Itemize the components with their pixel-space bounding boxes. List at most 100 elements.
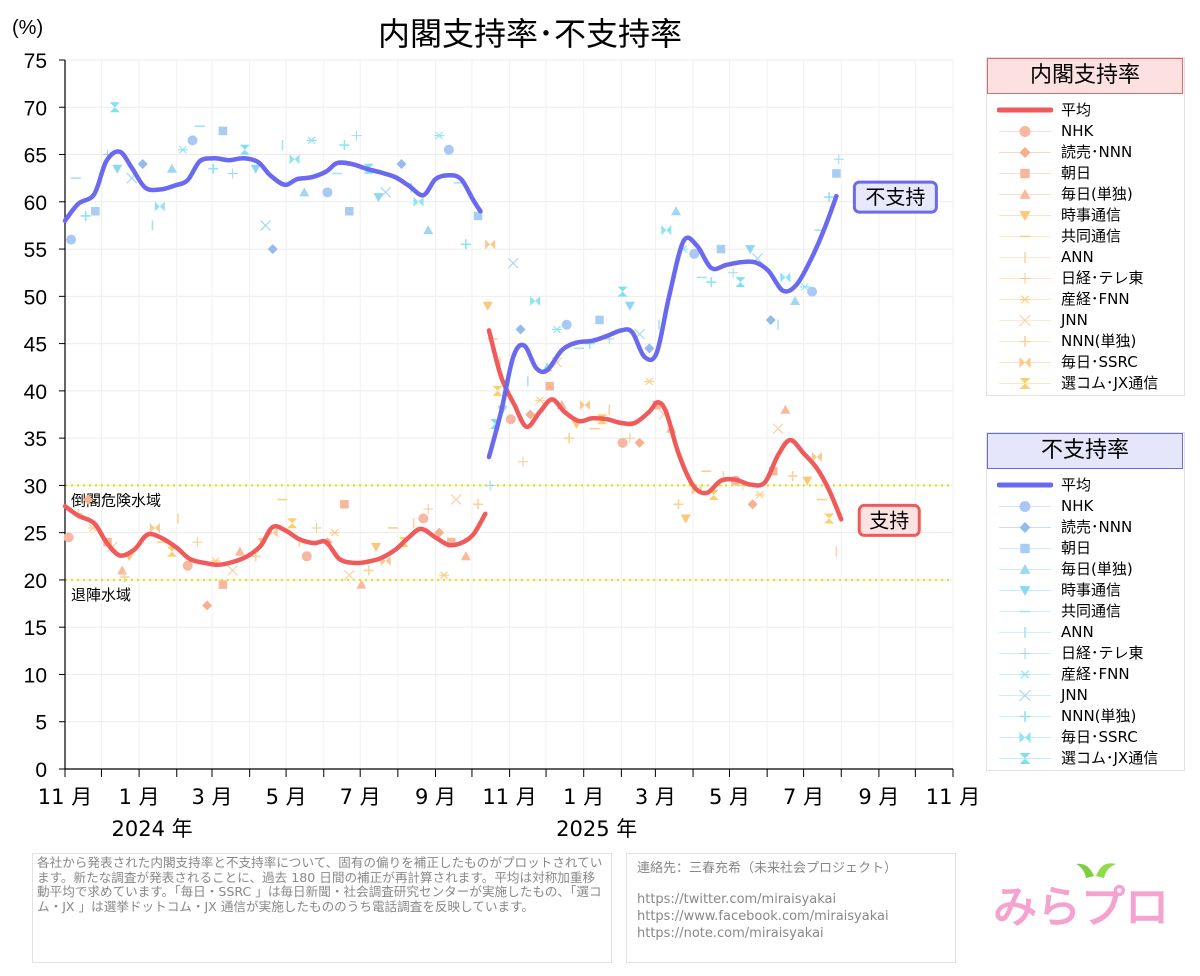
poll-point bbox=[482, 301, 493, 311]
poll-point bbox=[396, 158, 407, 169]
poll-point bbox=[208, 163, 219, 174]
disapproval-source-item: ANN bbox=[987, 622, 1187, 643]
marker-asterisk bbox=[1019, 295, 1031, 304]
source-label: NNN(単独) bbox=[1061, 707, 1137, 725]
source-marker-swatch bbox=[999, 543, 1051, 554]
poll-point bbox=[824, 192, 835, 203]
legend-disapprove-title: 不支持率 bbox=[987, 433, 1183, 469]
poll-point bbox=[1019, 336, 1031, 347]
poll-point bbox=[634, 437, 645, 448]
note-link[interactable]: https://note.com/miraisyakai bbox=[637, 926, 824, 941]
marker-plus bbox=[208, 163, 219, 174]
marker-plus bbox=[363, 565, 374, 576]
marker-plus bbox=[423, 504, 434, 515]
poll-point bbox=[1019, 670, 1031, 679]
poll-point bbox=[1019, 273, 1031, 284]
marker-plus bbox=[624, 433, 635, 444]
poll-point bbox=[137, 158, 148, 169]
poll-point bbox=[624, 433, 635, 444]
poll-point bbox=[754, 490, 765, 499]
poll-point bbox=[80, 210, 91, 221]
y-tick-label: 0 bbox=[35, 759, 47, 782]
source-label: 毎日･SSRC bbox=[1061, 728, 1138, 746]
facebook-link[interactable]: https://www.facebook.com/miraisyakai bbox=[637, 909, 889, 924]
marker-plus bbox=[311, 522, 322, 533]
marker-triangle bbox=[423, 225, 434, 235]
marker-circle bbox=[505, 414, 516, 425]
poll-point bbox=[63, 532, 74, 543]
poll-point bbox=[745, 245, 756, 255]
marker-square bbox=[447, 537, 456, 547]
poll-point bbox=[1019, 295, 1031, 304]
poll-point bbox=[423, 225, 434, 235]
marker-cross bbox=[380, 186, 392, 198]
source-marker-swatch bbox=[999, 610, 1051, 613]
poll-point bbox=[260, 220, 271, 231]
marker-plus bbox=[80, 210, 91, 221]
marker-diamond bbox=[434, 527, 445, 538]
poll-point bbox=[460, 239, 471, 250]
y-tick-label: 30 bbox=[24, 475, 47, 498]
poll-point bbox=[780, 272, 791, 283]
marker-circle bbox=[807, 286, 818, 297]
marker-circle bbox=[63, 532, 74, 543]
marker-circle bbox=[443, 144, 454, 155]
marker-plus bbox=[517, 456, 528, 467]
avg-line-swatch bbox=[997, 482, 1053, 488]
marker-diamond bbox=[396, 158, 407, 169]
marker-triangle bbox=[117, 565, 128, 575]
average-lines bbox=[62, 149, 844, 568]
y-tick-label: 10 bbox=[24, 664, 47, 687]
marker-triangle bbox=[234, 546, 245, 556]
x-tick-label: 3 月 bbox=[191, 785, 232, 809]
marker-plus bbox=[1019, 273, 1031, 284]
poll-point bbox=[485, 480, 496, 491]
source-label: 時事通信 bbox=[1061, 206, 1122, 224]
poll-point bbox=[1019, 147, 1031, 158]
poll-point bbox=[418, 513, 429, 524]
marker-hourglass bbox=[735, 277, 746, 288]
marker-circle bbox=[689, 248, 700, 259]
chart-title: 内閣支持率･不支持率 bbox=[378, 15, 682, 53]
y-tick-label: 65 bbox=[24, 145, 47, 168]
source-marker-swatch bbox=[999, 586, 1051, 596]
marker-circle bbox=[1019, 126, 1031, 137]
marker-diamond bbox=[83, 494, 94, 505]
marker-bowtie bbox=[661, 225, 672, 236]
marker-cross bbox=[227, 565, 239, 576]
poll-point bbox=[112, 164, 123, 174]
reference-line-label: 退陣水域 bbox=[71, 586, 131, 604]
source-marker-swatch bbox=[999, 336, 1051, 347]
poll-point bbox=[363, 565, 374, 576]
legend-disapprove-avg-label: 平均 bbox=[1061, 476, 1092, 494]
poll-point bbox=[434, 131, 445, 140]
support-source-item: 日経･テレ東 bbox=[987, 268, 1187, 289]
marker-triangle bbox=[460, 551, 471, 561]
support-source-item: ANN bbox=[987, 247, 1187, 268]
marker-plus bbox=[673, 499, 684, 510]
marker-square bbox=[218, 580, 228, 589]
source-marker-swatch bbox=[999, 295, 1051, 304]
poll-point bbox=[473, 211, 483, 221]
disapproval-source-item: 毎日･SSRC bbox=[987, 727, 1187, 748]
legend-disapprove: 不支持率 平均 NHK 読売･NNN 朝日 毎日(単独) 時事通信 共同通信 ANN 日経･テ… bbox=[986, 432, 1185, 771]
marker-triangle-down bbox=[250, 164, 261, 174]
poll-point bbox=[644, 377, 655, 386]
poll-point bbox=[561, 319, 572, 330]
marker-hourglass bbox=[1019, 378, 1031, 389]
year-label: 2024 年 bbox=[112, 817, 193, 841]
y-tick-label: 45 bbox=[24, 334, 47, 357]
poll-point bbox=[1019, 357, 1031, 368]
marker-triangle-down bbox=[482, 301, 493, 311]
poll-point bbox=[202, 600, 213, 611]
poll-point bbox=[617, 286, 628, 297]
legend-support-title: 内閣支持率 bbox=[987, 58, 1183, 94]
marker-bowtie bbox=[289, 154, 300, 165]
twitter-link[interactable]: https://twitter.com/miraisyakai bbox=[637, 892, 837, 907]
marker-diamond bbox=[634, 437, 645, 448]
poll-point bbox=[1019, 378, 1031, 389]
marker-circle bbox=[301, 551, 312, 562]
marker-bowtie bbox=[1019, 357, 1031, 368]
marker-hourglass bbox=[824, 513, 835, 524]
poll-point bbox=[119, 572, 130, 583]
